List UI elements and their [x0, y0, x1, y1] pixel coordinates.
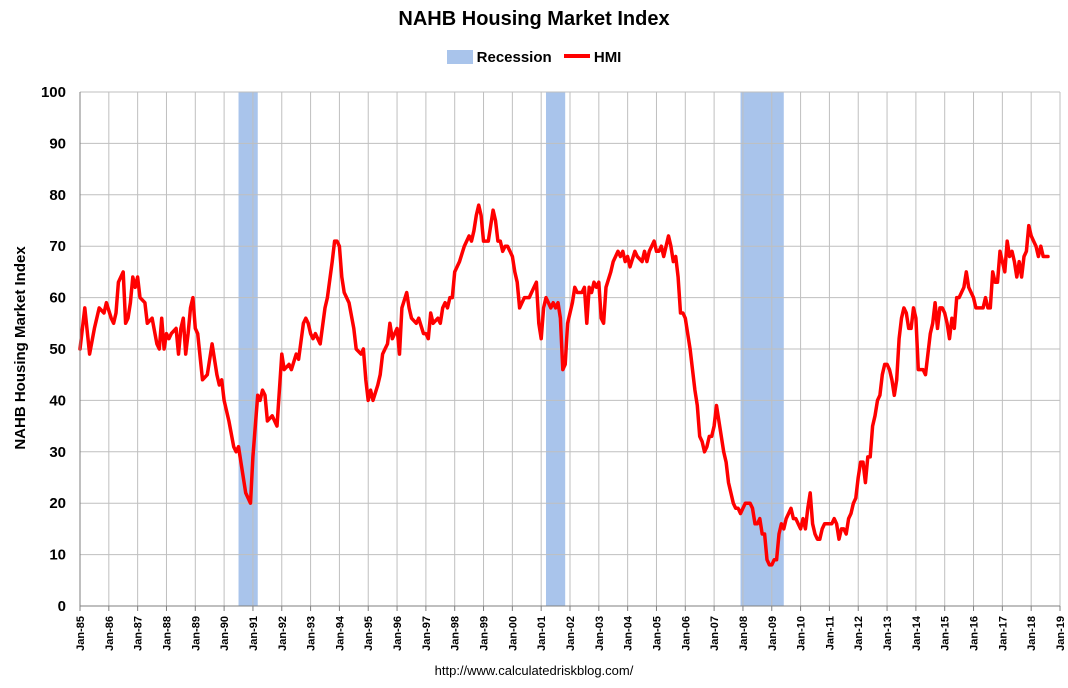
chart-title: NAHB Housing Market Index: [398, 8, 670, 30]
x-tick-label: Jan-08: [738, 616, 750, 651]
line-layer: [78, 203, 1050, 567]
x-tick-label: Jan-07: [709, 616, 721, 651]
x-tick-label: Jan-98: [450, 616, 462, 651]
axis-layer: 0 10 20 30 40 50 60 70 80 90 100 Jan-85 Jan-86 Jan-87…: [41, 84, 1067, 651]
y-tick-label: 0: [58, 598, 66, 615]
x-tick-label: Jan-85: [75, 616, 87, 651]
x-tick-label: Jan-10: [796, 616, 808, 651]
x-tick-label: Jan-04: [623, 615, 635, 651]
x-tick-label: Jan-05: [651, 616, 663, 651]
legend-swatch-recession: [446, 49, 473, 64]
legend-label-hmi: HMI: [593, 48, 622, 66]
y-tick-label: 10: [49, 547, 66, 564]
x-tick-label: Jan-13: [882, 616, 894, 651]
x-tick-label: Jan-09: [767, 616, 779, 651]
x-tick-label: Jan-95: [363, 616, 375, 651]
x-tick-label: Jan-01: [536, 616, 548, 651]
legend-label-recession: Recession: [476, 48, 552, 66]
legend-item-recession: Recession: [446, 48, 552, 66]
x-tick-label: Jan-93: [306, 616, 318, 651]
x-tick-label: Jan-17: [997, 616, 1009, 651]
y-tick-label: 80: [49, 187, 66, 204]
x-tick-label: Jan-03: [594, 616, 606, 651]
series-line-hmi: [78, 203, 1050, 567]
x-tick-label: Jan-87: [133, 616, 145, 651]
y-tick-label: 50: [49, 341, 66, 358]
y-tick-label: 30: [49, 444, 66, 461]
x-tick-label: Jan-97: [421, 616, 433, 651]
y-axis-label: NAHB Housing Market Index: [12, 246, 29, 450]
x-tick-label: Jan-92: [277, 616, 289, 651]
x-tick-label: Jan-06: [680, 616, 692, 651]
x-tick-label: Jan-94: [334, 615, 346, 651]
x-tick-label: Jan-11: [824, 616, 836, 650]
y-tick-label: 100: [41, 84, 66, 101]
source-url[interactable]: http://www.calculatedriskblog.com/: [434, 663, 634, 678]
x-tick-label: Jan-14: [911, 615, 923, 651]
x-tick-label: Jan-16: [969, 616, 981, 651]
y-tick-label: 60: [49, 290, 66, 307]
x-tick-label: Jan-91: [248, 616, 260, 651]
legend-item-hmi: HMI: [563, 48, 622, 66]
x-tick-label: Jan-18: [1026, 616, 1038, 651]
x-tick-label: Jan-90: [219, 616, 231, 651]
x-tick-label: Jan-88: [161, 616, 173, 651]
y-tick-label: 40: [49, 392, 66, 409]
y-tick-label: 20: [49, 495, 66, 512]
x-tick-label: Jan-19: [1055, 616, 1067, 651]
x-tick-label: Jan-99: [479, 616, 491, 651]
x-tick-label: Jan-00: [507, 616, 519, 651]
x-tick-label: Jan-96: [392, 616, 404, 651]
y-tick-label: 70: [49, 238, 66, 255]
y-tick-label: 90: [49, 135, 66, 152]
x-tick-label: Jan-89: [190, 616, 202, 651]
legend-swatch-hmi: [563, 53, 590, 58]
grid-layer: [79, 91, 1061, 607]
x-tick-label: Jan-02: [565, 616, 577, 651]
chart-legend: Recession HMI: [0, 48, 1068, 66]
x-tick-label: Jan-15: [940, 616, 952, 651]
x-tick-label: Jan-12: [853, 616, 865, 651]
x-tick-label: Jan-86: [104, 616, 116, 651]
